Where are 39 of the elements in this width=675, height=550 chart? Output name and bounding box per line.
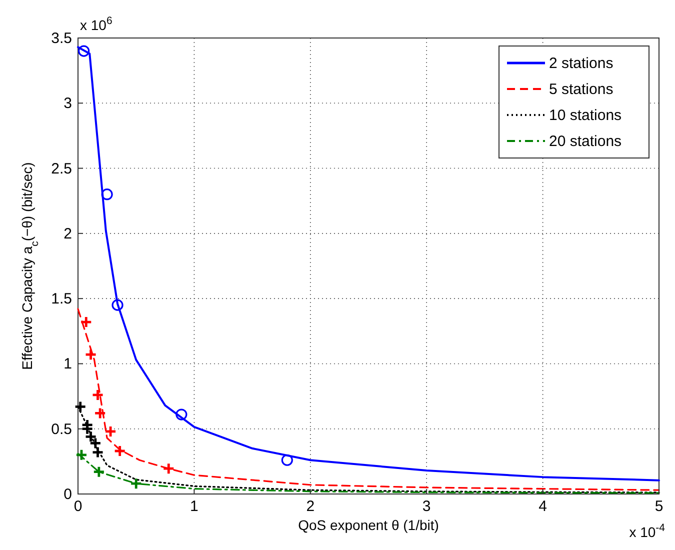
y-tick-label: 3.5 xyxy=(51,30,72,47)
point xyxy=(84,348,97,361)
x-tick-label: 2 xyxy=(306,498,315,515)
line-series xyxy=(77,46,660,482)
x-tick-label: 5 xyxy=(654,498,664,515)
y-tick-label: 1.5 xyxy=(51,290,72,308)
text: x 10$^{6}$ xyxy=(80,15,112,33)
y-tick-label: 0.5 xyxy=(51,420,72,438)
x-tick-label: 4 xyxy=(538,498,547,515)
y-tick-label: 2 xyxy=(64,225,72,242)
y-tick-label: 0 xyxy=(64,486,72,503)
point xyxy=(101,188,113,200)
x-tick-label: 1 xyxy=(190,498,198,515)
x-tick-label: 3 xyxy=(422,498,431,515)
point xyxy=(176,408,188,420)
line-series xyxy=(77,308,660,491)
point xyxy=(92,388,104,402)
point xyxy=(281,454,293,466)
legend-label: 10 stations xyxy=(549,107,622,124)
legend-label: 2 stations xyxy=(549,55,614,72)
point xyxy=(78,45,90,57)
point xyxy=(94,407,106,420)
point xyxy=(104,425,117,438)
point xyxy=(92,446,104,459)
point xyxy=(112,299,124,311)
point xyxy=(74,400,87,413)
point xyxy=(114,444,126,458)
point xyxy=(130,477,142,490)
text: x 10$^{-4}$ xyxy=(629,522,666,540)
legend-label: 5 stations xyxy=(549,81,614,98)
y-tick-label: 3 xyxy=(64,95,72,112)
y-tick-label: 1 xyxy=(64,356,72,373)
x-axis-title: QoS exponent θ (1/bit) xyxy=(298,517,439,533)
point xyxy=(75,448,88,462)
legend-label: 20 stations xyxy=(549,133,622,150)
point xyxy=(92,466,106,478)
point xyxy=(162,462,175,475)
point xyxy=(80,316,92,328)
y-tick-label: 2.5 xyxy=(51,160,72,178)
